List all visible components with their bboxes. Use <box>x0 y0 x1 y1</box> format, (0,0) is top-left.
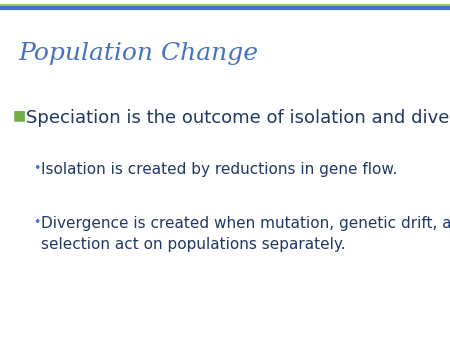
Text: •: • <box>33 162 40 175</box>
Text: Divergence is created when mutation, genetic drift, and
selection act on populat: Divergence is created when mutation, gen… <box>41 216 450 252</box>
Text: Speciation is the outcome of isolation and divergence.: Speciation is the outcome of isolation a… <box>26 108 450 127</box>
Text: Population Change: Population Change <box>18 42 258 65</box>
Text: Isolation is created by reductions in gene flow.: Isolation is created by reductions in ge… <box>41 162 397 177</box>
Text: •: • <box>33 216 40 229</box>
Text: ■: ■ <box>12 108 26 123</box>
